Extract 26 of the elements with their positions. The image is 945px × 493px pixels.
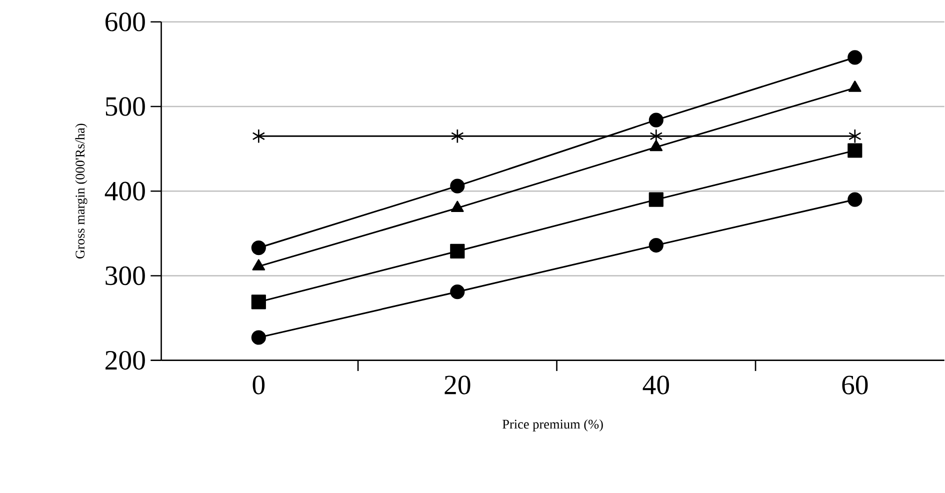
point	[251, 294, 266, 310]
point	[251, 240, 266, 256]
x-tick-label: 0	[252, 376, 265, 394]
x-tick-label: 40	[642, 376, 669, 394]
point	[648, 112, 664, 128]
point	[450, 284, 465, 300]
point	[848, 143, 862, 158]
y-axis-title: Gross margin (000'Rs/ha)	[75, 124, 88, 259]
point	[648, 238, 664, 253]
x-tick-label: 60	[842, 376, 868, 394]
x-axis-title: Price premium (%)	[502, 419, 603, 432]
point	[648, 192, 664, 208]
y-tick-label: 500	[106, 97, 145, 116]
point	[848, 50, 862, 65]
x-tick-label: 20	[444, 376, 470, 394]
point	[450, 244, 465, 259]
point	[450, 178, 465, 194]
point	[848, 128, 862, 144]
y-tick-label: 200	[106, 351, 145, 370]
point	[252, 128, 266, 144]
point	[848, 192, 862, 208]
y-tick-label: 600	[106, 12, 145, 32]
y-tick-label: 300	[106, 266, 145, 286]
y-tick-label: 400	[104, 182, 145, 201]
point	[251, 330, 266, 345]
point	[451, 128, 464, 144]
